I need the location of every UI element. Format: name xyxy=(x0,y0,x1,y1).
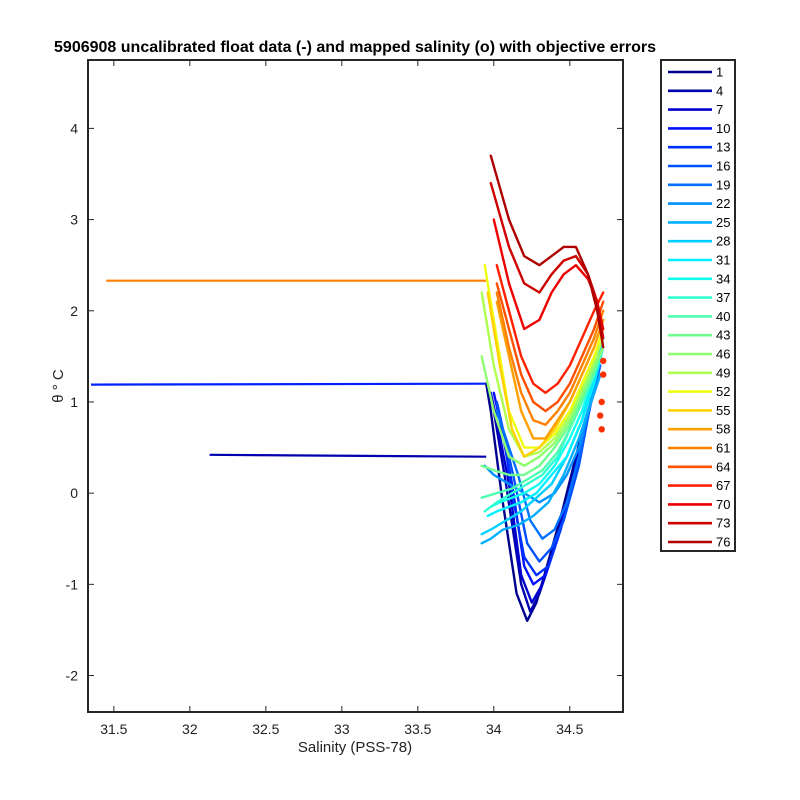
outlier-line-3 xyxy=(209,453,487,458)
mapped-salinity-point xyxy=(598,398,605,406)
x-tick-label: 33 xyxy=(334,721,350,737)
series-line-28 xyxy=(480,336,605,536)
legend-label: 16 xyxy=(716,159,730,174)
mapped-salinity-point xyxy=(598,426,605,433)
chart-title: 5906908 uncalibrated float data (-) and … xyxy=(54,39,656,56)
legend-entry-13: 13 xyxy=(668,140,730,155)
legend-entry-37: 37 xyxy=(668,290,730,305)
series-line-61 xyxy=(495,291,605,426)
mapped-salinity-point xyxy=(597,412,604,419)
series-line-43 xyxy=(480,346,605,477)
legend-label: 52 xyxy=(716,384,730,399)
legend-label: 37 xyxy=(716,290,730,305)
legend-entry-61: 61 xyxy=(668,441,730,456)
y-tick-label: 3 xyxy=(70,212,78,228)
legend-entry-70: 70 xyxy=(668,497,730,512)
legend-entry-58: 58 xyxy=(668,422,730,437)
legend-label: 70 xyxy=(716,497,730,512)
legend-box xyxy=(660,59,736,552)
mapped-salinity-point xyxy=(600,357,607,365)
series-line-49 xyxy=(480,291,605,458)
x-tick-label: 34 xyxy=(486,721,502,737)
legend-entry-28: 28 xyxy=(668,234,730,249)
legend-label: 19 xyxy=(716,177,730,192)
x-tick-label: 31.5 xyxy=(100,721,127,737)
series-line-22 xyxy=(483,373,602,504)
x-tick-label: 32.5 xyxy=(252,721,279,737)
legend-label: 31 xyxy=(716,253,730,268)
y-tick-label: 0 xyxy=(70,485,78,501)
legend-label: 22 xyxy=(716,196,730,211)
legend-label: 49 xyxy=(716,365,730,380)
legend-label: 1 xyxy=(716,65,723,80)
legend: 1 4 7 10 13 16 19 22 25 28 31 34 37 40 43 46 49 52 55 58 61 6… xyxy=(668,65,730,550)
legend-entry-16: 16 xyxy=(668,159,730,174)
y-tick-label: 2 xyxy=(70,303,78,319)
series-line-31 xyxy=(486,346,605,518)
legend-label: 73 xyxy=(716,516,730,531)
legend-entry-1: 1 xyxy=(668,65,723,80)
series-line-67 xyxy=(495,264,605,394)
series-line-52 xyxy=(483,264,605,449)
legend-label: 58 xyxy=(716,422,730,437)
legend-entry-49: 49 xyxy=(668,365,730,380)
x-tick-label: 34.5 xyxy=(556,721,583,737)
legend-entry-67: 67 xyxy=(668,478,730,493)
legend-entry-10: 10 xyxy=(668,121,730,136)
legend-label: 40 xyxy=(716,309,730,324)
y-axis-label: θ ° C xyxy=(50,369,67,403)
legend-label: 64 xyxy=(716,459,730,474)
legend-label: 76 xyxy=(716,535,730,550)
legend-label: 61 xyxy=(716,441,730,456)
x-tick-label: 32 xyxy=(182,721,198,737)
legend-label: 46 xyxy=(716,347,730,362)
legend-label: 28 xyxy=(716,234,730,249)
legend-label: 10 xyxy=(716,121,730,136)
y-tick-label: -1 xyxy=(66,576,79,592)
legend-label: 13 xyxy=(716,140,730,155)
legend-label: 4 xyxy=(716,83,723,98)
series-line-40 xyxy=(480,346,605,499)
legend-entry-4: 4 xyxy=(668,83,723,98)
series-line-46 xyxy=(480,346,605,467)
legend-entry-55: 55 xyxy=(668,403,730,418)
legend-label: 67 xyxy=(716,478,730,493)
legend-label: 34 xyxy=(716,271,730,286)
plot-frame xyxy=(87,59,624,713)
series-line-76 xyxy=(489,154,605,349)
legend-entry-25: 25 xyxy=(668,215,730,230)
data-layer xyxy=(90,154,607,622)
mapped-salinity-point xyxy=(600,371,607,378)
plot-area xyxy=(88,60,623,712)
legend-entry-31: 31 xyxy=(668,253,730,268)
legend-entry-40: 40 xyxy=(668,309,730,324)
legend-entry-46: 46 xyxy=(668,347,730,362)
series-line-34 xyxy=(489,346,605,508)
series-line-1 xyxy=(485,373,602,622)
series-line-58 xyxy=(495,300,605,440)
legend-entry-76: 76 xyxy=(668,535,730,550)
legend-entry-22: 22 xyxy=(668,196,730,211)
series-line-25 xyxy=(480,373,602,545)
legend-entry-52: 52 xyxy=(668,384,730,399)
x-axis-label: Salinity (PSS-78) xyxy=(298,739,412,756)
legend-label: 43 xyxy=(716,328,730,343)
y-tick-label: 4 xyxy=(70,120,78,136)
series-line-64 xyxy=(495,282,605,413)
legend-entry-34: 34 xyxy=(668,271,730,286)
legend-label: 7 xyxy=(716,102,723,117)
legend-entry-7: 7 xyxy=(668,102,723,117)
legend-entry-64: 64 xyxy=(668,459,730,474)
legend-entry-43: 43 xyxy=(668,328,730,343)
y-tick-label: -2 xyxy=(66,668,79,684)
legend-entry-73: 73 xyxy=(668,516,730,531)
outlier-line-2 xyxy=(90,382,487,386)
legend-label: 55 xyxy=(716,403,730,418)
x-tick-label: 33.5 xyxy=(404,721,431,737)
legend-label: 25 xyxy=(716,215,730,230)
y-tick-label: 1 xyxy=(70,394,78,410)
legend-entry-19: 19 xyxy=(668,177,730,192)
